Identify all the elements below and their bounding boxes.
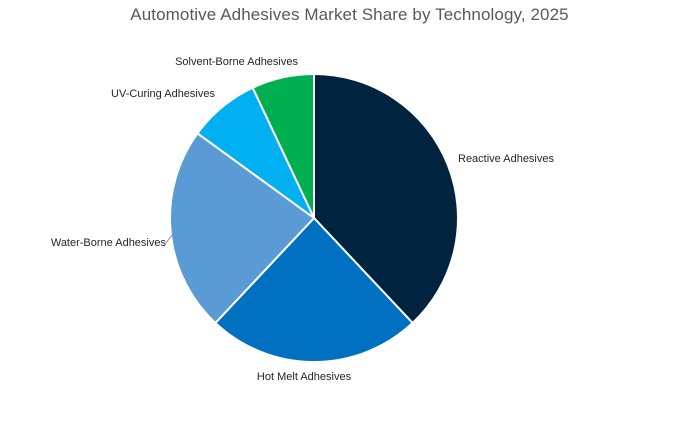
leader-lines [165, 234, 173, 244]
pie-slice-reactive-adhesives [313, 72, 459, 325]
pie-slices [169, 72, 459, 363]
slice-label-solvent-borne-adhesives: Solvent-Borne Adhesives [175, 56, 298, 68]
slice-labels: Reactive Adhesives Hot Melt Adhesives Wate… [51, 56, 555, 383]
slice-label-hot-melt-adhesives: Hot Melt Adhesives [257, 371, 352, 383]
chart-title: Automotive Adhesives Market Share by Tec… [130, 5, 569, 24]
pie-slice-hot-melt-adhesives [214, 216, 414, 363]
leader-line-water-borne-adhesives [165, 234, 173, 244]
slice-label-uv-curing-adhesives: UV-Curing Adhesives [111, 88, 215, 100]
pie-slice-solvent-borne-adhesives [251, 72, 315, 219]
slice-label-water-borne-adhesives: Water-Borne Adhesives [51, 237, 167, 249]
pie-slice-water-borne-adhesives [169, 131, 316, 325]
slice-label-reactive-adhesives: Reactive Adhesives [458, 153, 554, 165]
